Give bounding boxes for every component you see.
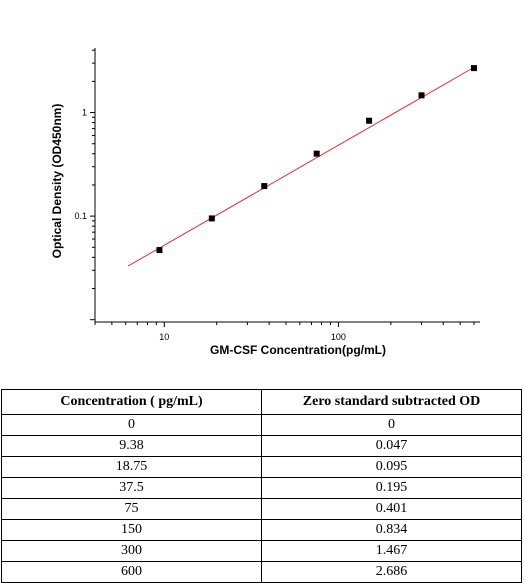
x-tick-label: 100 [331, 332, 346, 342]
data-point [156, 247, 163, 254]
standard-curve-chart: 0.11 10 100 GM-CSF Concentration(pg/mL) O… [50, 48, 480, 357]
concentration-cell: 75 [1, 498, 262, 520]
table-row: 9.38 0.047 [1, 435, 522, 457]
header-concentration: Concentration ( pg/mL) [1, 389, 262, 415]
table-row: 18.75 0.095 [1, 456, 522, 478]
table-header-row: Concentration ( pg/mL) Zero standard sub… [1, 389, 522, 415]
od-cell: 2.686 [261, 561, 522, 583]
od-cell: 0 [261, 414, 522, 436]
table-row: 37.5 0.195 [1, 477, 522, 499]
x-tick-label: 10 [159, 332, 169, 342]
concentration-cell: 0 [1, 414, 262, 436]
y-tick-label: 0.1 [74, 211, 87, 221]
od-cell: 0.195 [261, 477, 522, 499]
concentration-cell: 9.38 [1, 435, 262, 457]
standard-data-table: Concentration ( pg/mL) Zero standard sub… [1, 389, 522, 583]
data-point [418, 92, 425, 99]
data-point [366, 117, 373, 124]
x-axis-ticks: 10 100 [94, 322, 475, 342]
fit-line [127, 66, 475, 267]
table-row: 75 0.401 [1, 498, 522, 520]
header-od: Zero standard subtracted OD [261, 389, 522, 415]
concentration-cell: 18.75 [1, 456, 262, 478]
concentration-cell: 300 [1, 540, 262, 562]
table-row: 150 0.834 [1, 519, 522, 541]
od-cell: 0.401 [261, 498, 522, 520]
y-axis-title: Optical Density (OD450nm) [50, 104, 64, 259]
data-points [156, 65, 477, 254]
data-point [208, 215, 215, 222]
concentration-cell: 150 [1, 519, 262, 541]
concentration-cell: 37.5 [1, 477, 262, 499]
table-row: 600 2.686 [1, 561, 522, 583]
data-point [470, 65, 477, 72]
y-axis-ticks: 0.11 [74, 49, 95, 321]
od-cell: 0.047 [261, 435, 522, 457]
data-point [261, 183, 268, 190]
y-tick-label: 1 [82, 108, 87, 118]
od-cell: 0.095 [261, 456, 522, 478]
concentration-cell: 600 [1, 561, 262, 583]
table-row: 300 1.467 [1, 540, 522, 562]
x-axis-title: GM-CSF Concentration(pg/mL) [210, 343, 386, 357]
data-point [313, 150, 320, 157]
od-cell: 1.467 [261, 540, 522, 562]
od-cell: 0.834 [261, 519, 522, 541]
